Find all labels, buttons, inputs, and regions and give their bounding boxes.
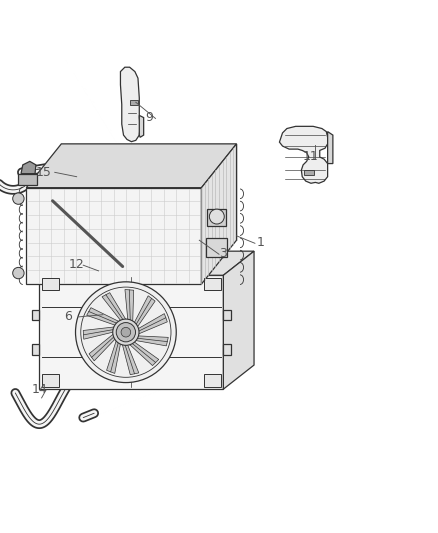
- Bar: [42, 278, 59, 290]
- Polygon shape: [26, 188, 201, 284]
- Polygon shape: [138, 313, 167, 334]
- Text: 1: 1: [257, 236, 265, 249]
- Bar: [204, 278, 221, 290]
- Text: 12: 12: [69, 258, 85, 271]
- Polygon shape: [83, 327, 115, 339]
- Polygon shape: [134, 296, 155, 327]
- Polygon shape: [87, 308, 120, 326]
- Bar: [130, 100, 138, 106]
- Text: 9: 9: [145, 111, 153, 124]
- Polygon shape: [129, 342, 159, 366]
- Polygon shape: [139, 115, 144, 138]
- Bar: [204, 374, 221, 386]
- Bar: [304, 170, 314, 175]
- Polygon shape: [223, 310, 231, 320]
- Polygon shape: [39, 275, 223, 389]
- Polygon shape: [279, 126, 328, 183]
- Text: 11: 11: [303, 150, 319, 164]
- Circle shape: [116, 322, 135, 342]
- Circle shape: [113, 319, 139, 345]
- Polygon shape: [223, 344, 231, 354]
- Polygon shape: [32, 344, 39, 354]
- Polygon shape: [102, 293, 126, 321]
- Polygon shape: [223, 251, 254, 389]
- Polygon shape: [206, 238, 227, 257]
- Bar: [42, 374, 59, 386]
- Circle shape: [13, 268, 24, 279]
- Polygon shape: [32, 310, 39, 320]
- Text: 14: 14: [32, 383, 47, 395]
- Polygon shape: [207, 209, 226, 226]
- Polygon shape: [328, 132, 333, 164]
- Text: 3: 3: [219, 247, 227, 260]
- Polygon shape: [106, 340, 120, 374]
- Text: 6: 6: [64, 310, 72, 324]
- Circle shape: [209, 209, 224, 224]
- Circle shape: [13, 193, 24, 204]
- Polygon shape: [26, 144, 237, 188]
- Polygon shape: [201, 144, 237, 284]
- Polygon shape: [89, 334, 116, 361]
- Polygon shape: [18, 174, 37, 185]
- Polygon shape: [125, 289, 134, 322]
- Text: 15: 15: [36, 166, 52, 179]
- Circle shape: [121, 327, 131, 337]
- Polygon shape: [122, 344, 139, 375]
- Polygon shape: [135, 336, 168, 346]
- Polygon shape: [39, 251, 254, 275]
- Circle shape: [75, 282, 176, 383]
- Polygon shape: [21, 161, 36, 174]
- Polygon shape: [120, 67, 140, 142]
